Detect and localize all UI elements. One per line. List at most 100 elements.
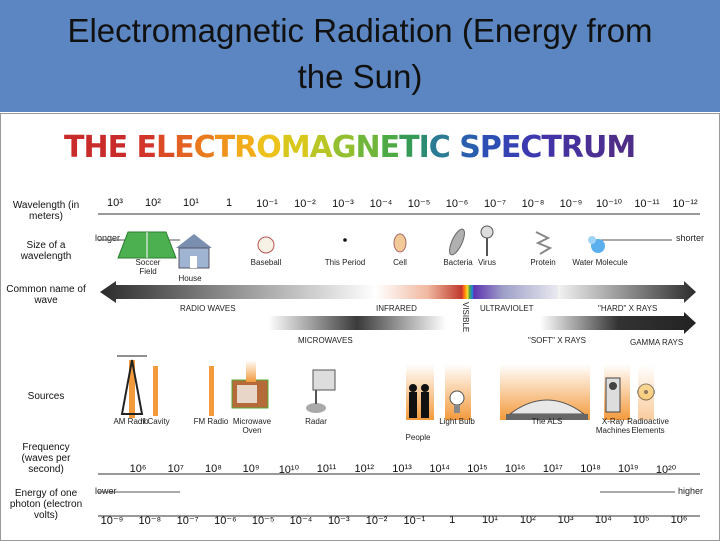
wavelength-tick: 10⁻¹⁰ xyxy=(595,198,623,210)
wavelength-tick: 10⁻³ xyxy=(332,198,354,210)
banner-letter: E xyxy=(136,130,157,165)
banner-letter: I xyxy=(418,130,430,165)
wavelength-tick: 10⁻⁹ xyxy=(559,198,583,210)
size-object-label: Cell xyxy=(393,258,407,267)
energy-tick: 10⁻⁵ xyxy=(251,515,275,527)
wave-name-infrared: INFRARED xyxy=(376,304,417,313)
light-bulb-icon xyxy=(449,390,465,413)
wave-name-gamma: GAMMA RAYS xyxy=(630,338,684,347)
bacteria-icon xyxy=(449,228,465,256)
microwave-glow xyxy=(246,360,256,382)
energy-tick: 10⁻⁶ xyxy=(214,515,237,527)
size-object-label: Bacteria xyxy=(443,258,473,267)
soft-xray-gamma-band xyxy=(540,312,696,334)
banner-letter: E xyxy=(379,130,400,165)
fm-radio-bar xyxy=(209,366,214,416)
banner-letter: M xyxy=(606,130,636,165)
energy-tick: 10³ xyxy=(557,514,574,526)
source-label: People xyxy=(405,433,431,442)
energy-tick: 1 xyxy=(449,514,456,526)
banner-letter: C xyxy=(520,130,542,165)
baseball-icon xyxy=(257,236,275,254)
sources-label: Sources xyxy=(27,391,65,402)
source-label: Radar xyxy=(305,417,327,426)
microwave-oven-icon xyxy=(231,379,269,409)
slide-title-bar: Electromagnetic Radiation (Energy from t… xyxy=(0,0,720,112)
virus-icon xyxy=(480,225,494,256)
common-name-label: Common name of wave xyxy=(6,284,86,306)
energy-lower-word: lower xyxy=(95,486,117,496)
wavelength-tick: 10⁻¹ xyxy=(256,198,278,210)
radioactive-glow xyxy=(638,364,654,420)
size-object-label: This Period xyxy=(324,258,366,267)
banner-letter: E xyxy=(500,130,521,165)
energy-tick: 10⁻¹ xyxy=(403,515,426,527)
frequency-tick: 10⁷ xyxy=(167,463,184,475)
cell-icon xyxy=(393,233,407,253)
infrared-band xyxy=(376,285,462,299)
source-label: Light Bulb xyxy=(439,417,475,426)
banner-letter: O xyxy=(256,130,281,165)
frequency-label: Frequency (waves per second) xyxy=(21,442,71,475)
size-object-label: Protein xyxy=(530,258,556,267)
frequency-tick: 10¹³ xyxy=(392,463,412,475)
energy-tick: 10⁴ xyxy=(594,514,612,526)
wavelength-tick: 10⁻⁵ xyxy=(407,198,431,210)
energy-label: Energy of one photon (electron volts) xyxy=(9,488,83,521)
frequency-tick: 10¹⁴ xyxy=(429,463,451,475)
source-label: The ALS xyxy=(531,417,563,426)
energy-tick: 10⁻³ xyxy=(327,515,350,527)
banner-letter: E xyxy=(174,130,194,165)
radio-waves-band xyxy=(100,281,376,303)
banner-letter: S xyxy=(459,130,481,165)
banner-letter: M xyxy=(280,130,311,165)
wave-name-radio: RADIO WAVES xyxy=(180,304,236,313)
source-label: X-Ray Machines xyxy=(595,417,631,435)
xray-machine-icon xyxy=(605,377,621,413)
banner-letter: R xyxy=(560,130,584,165)
hard-xray-band xyxy=(558,281,696,303)
energy-tick: 10⁻⁸ xyxy=(138,515,162,527)
wavelength-label: Wavelength (in meters) xyxy=(12,200,80,222)
energy-tick: 10⁻⁹ xyxy=(100,515,124,527)
ultraviolet-band xyxy=(474,285,558,299)
banner-letter: T xyxy=(64,130,84,165)
wavelength-tick: 10⁻¹² xyxy=(672,198,698,210)
frequency-tick: 10¹⁹ xyxy=(617,463,639,475)
source-label: Radioactive Elements xyxy=(627,417,669,435)
banner-letter: E xyxy=(107,130,128,165)
frequency-tick: 10¹² xyxy=(354,463,375,475)
frequency-tick: 10⁹ xyxy=(242,463,260,475)
slide-title: Electromagnetic Radiation (Energy from t… xyxy=(20,8,700,100)
size-object-label: Water Molecule xyxy=(572,258,628,267)
water-molecule-icon xyxy=(588,236,605,253)
frequency-tick: 10⁶ xyxy=(129,463,147,475)
people-icon xyxy=(409,384,429,418)
period-icon xyxy=(343,238,347,242)
banner-letter: P xyxy=(479,130,502,165)
size-shorter-word: shorter xyxy=(676,233,705,243)
source-label: Microwave Oven xyxy=(232,417,272,435)
size-object-label: Baseball xyxy=(250,258,282,267)
als-building-icon xyxy=(506,399,588,420)
banner-letter: L xyxy=(156,130,175,165)
energy-tick: 10² xyxy=(519,514,536,526)
banner-letter: T xyxy=(214,130,235,165)
banner-letter: T xyxy=(399,130,419,165)
energy-tick: 10⁶ xyxy=(670,514,688,526)
radio-tower-icon xyxy=(117,355,147,415)
wavelength-tick: 10² xyxy=(145,197,161,209)
banner-letter: N xyxy=(355,130,380,165)
soccer-field-icon xyxy=(117,231,177,259)
size-object-label: Virus xyxy=(477,258,497,267)
wavelength-tick: 1 xyxy=(225,197,233,209)
wavelength-tick: 10⁻⁴ xyxy=(369,198,393,210)
microwaves-band xyxy=(268,316,446,330)
slide-title-line-1: Electromagnetic Radiation (Energy from xyxy=(67,12,653,49)
banner-letter: R xyxy=(234,130,257,165)
energy-tick: 10¹ xyxy=(482,514,498,526)
banner-letter: C xyxy=(193,130,216,165)
wavelength-tick: 10¹ xyxy=(183,197,199,209)
wavelength-tick: 10⁻² xyxy=(294,198,316,210)
visible-band xyxy=(462,285,474,299)
